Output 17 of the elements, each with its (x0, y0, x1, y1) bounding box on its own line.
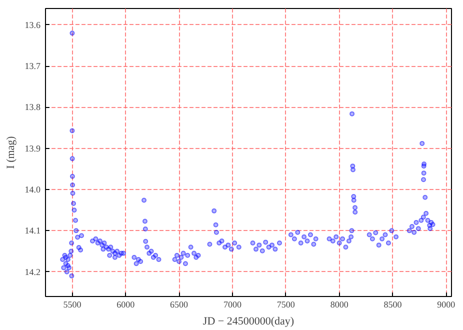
x-tick-label: 8000 (330, 300, 349, 310)
y-tick-label: 14.1 (24, 226, 40, 236)
x-tick-label: 9000 (437, 300, 456, 310)
y-tick-label: 13.9 (24, 143, 41, 154)
y-tick-label: 13.7 (24, 61, 41, 72)
x-axis-title: JD − 24500000(day) (202, 316, 294, 328)
y-tick-label: 13.6 (24, 20, 41, 30)
x-tick-label: 5500 (63, 300, 82, 310)
y-tick-label: 14.0 (24, 184, 41, 195)
x-tick-label: 8500 (384, 300, 402, 310)
x-tick-label: 7000 (223, 300, 242, 310)
x-tick-label: 6000 (116, 300, 136, 310)
y-tick-label: 13.8 (24, 102, 41, 112)
y-axis-title: I (mag) (4, 136, 17, 169)
y-tick-label: 14.2 (24, 266, 40, 277)
x-tick-label: 7500 (276, 300, 296, 310)
x-tick-label: 6500 (170, 300, 189, 310)
